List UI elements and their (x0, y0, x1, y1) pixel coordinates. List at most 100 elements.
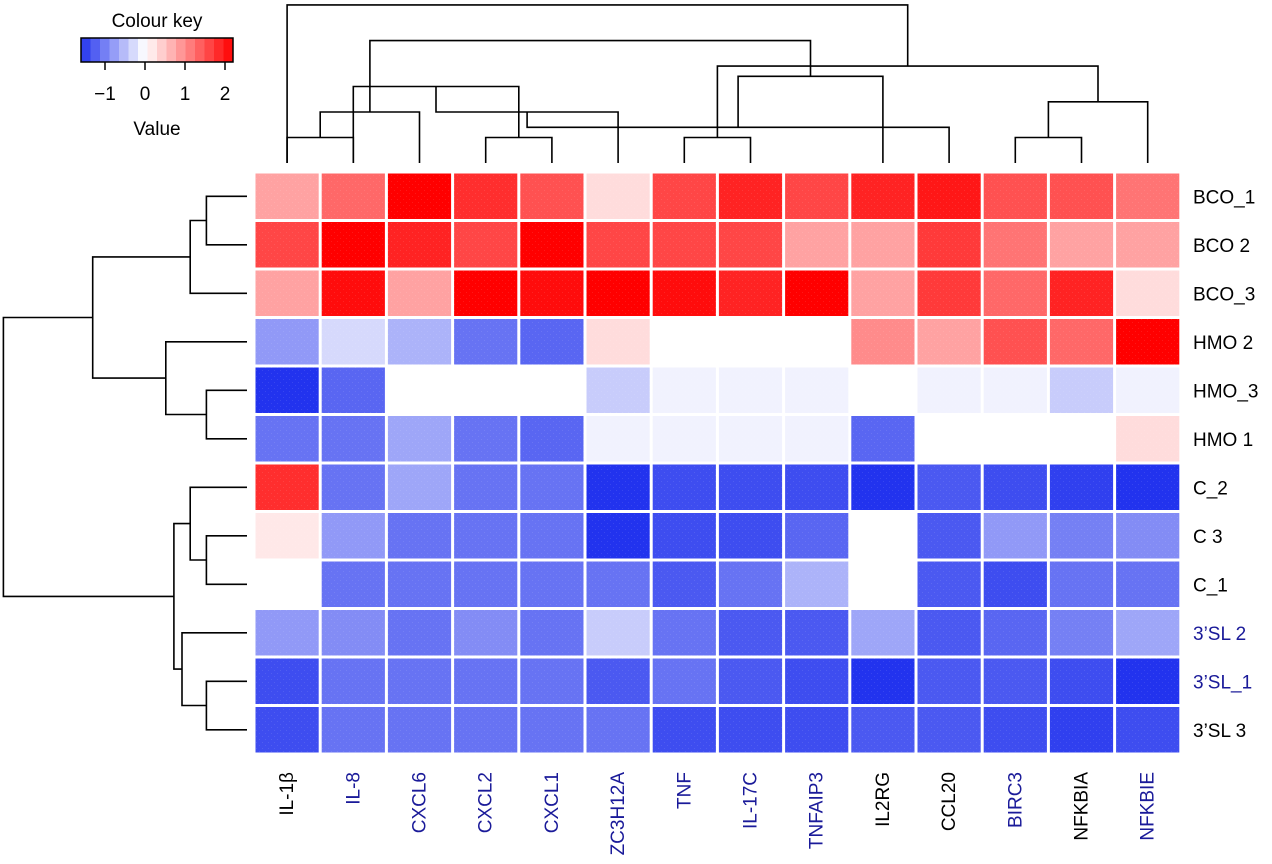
heatmap-cell (255, 222, 319, 268)
heatmap-cell (387, 416, 452, 462)
heatmap-cell (851, 367, 915, 413)
heatmap-cell (917, 464, 981, 510)
heatmap-cell (1049, 561, 1114, 607)
column-dendrogram-branch (683, 136, 752, 163)
row-dendrogram-branch (181, 632, 247, 707)
colour-key-segment (185, 38, 196, 62)
row-label: 3’SL 3 (1193, 721, 1246, 742)
heatmap-cell (520, 319, 584, 365)
heatmap-cell (387, 513, 452, 559)
heatmap-cell (917, 416, 981, 462)
heatmap-cell (321, 319, 385, 365)
colour-key-segment (157, 38, 167, 62)
row-dendrogram-branch (189, 219, 247, 295)
heatmap-cell (255, 367, 319, 413)
heatmap-cell (1049, 367, 1114, 413)
heatmap-cell (652, 610, 716, 656)
heatmap-cell (520, 513, 584, 559)
heatmap-cell (520, 270, 584, 316)
heatmap-cell (983, 464, 1047, 510)
heatmap-cell (520, 464, 584, 510)
heatmap-cell (851, 513, 915, 559)
colour-key-tick-label: 1 (180, 84, 191, 105)
colour-key-segment (214, 38, 224, 62)
row-dendrogram-branch (91, 256, 191, 379)
colour-key-bar (81, 38, 234, 62)
heatmap-cell (387, 561, 452, 607)
heatmap-cell (1116, 270, 1180, 316)
heatmap-cell (983, 561, 1047, 607)
heatmap-cell (1116, 173, 1180, 219)
heatmap-cell (917, 270, 981, 316)
heatmap-cell (321, 416, 385, 462)
column-label: TNFAIP3 (807, 772, 828, 849)
heatmap-cell (586, 561, 650, 607)
heatmap-cell (520, 367, 584, 413)
heatmap-cell (586, 416, 650, 462)
heatmap-cell (652, 707, 716, 753)
heatmap-cell (718, 658, 783, 704)
heatmap-cell (454, 416, 518, 462)
heatmap-cell (454, 173, 518, 219)
heatmap-cell (586, 658, 650, 704)
heatmap-cell (321, 561, 385, 607)
heatmap-cell (983, 658, 1047, 704)
heatmap-cell (718, 416, 783, 462)
heatmap-cell (387, 270, 452, 316)
heatmap-cell (255, 173, 319, 219)
heatmap-cell (255, 416, 319, 462)
heatmap-cell (851, 319, 915, 365)
heatmap-cell (520, 610, 584, 656)
heatmap-cell (520, 658, 584, 704)
heatmap-cell (718, 513, 783, 559)
heatmap-cell (1116, 610, 1180, 656)
row-labels: BCO_1 BCO 2 BCO_3 HMO 2 HMO_3 HMO 1 C_2 C 3 C_1 3… (1193, 187, 1258, 742)
heatmap-cell (917, 610, 981, 656)
heatmap-cell (652, 367, 716, 413)
heatmap-cell (785, 270, 849, 316)
heatmap-cell (917, 707, 981, 753)
heatmap-cell (652, 561, 716, 607)
row-label: HMO 2 (1193, 333, 1253, 354)
colour-key-frame (80, 37, 234, 63)
heatmap-cell (718, 319, 783, 365)
column-label: NFKBIE (1138, 772, 1159, 841)
heatmap-cell (718, 610, 783, 656)
heatmap-cell (718, 367, 783, 413)
column-label: ZC3H12A (608, 772, 629, 856)
heatmap-cell (586, 319, 650, 365)
heatmap-cell (586, 173, 650, 219)
heatmap-cell (917, 513, 981, 559)
heatmap-cell (652, 658, 716, 704)
heatmap-cell (586, 707, 650, 753)
heatmap-cell (586, 610, 650, 656)
column-label: CCL20 (939, 772, 960, 831)
heatmap-cell (1049, 222, 1114, 268)
colour-key-segment (147, 38, 158, 62)
row-label: C_1 (1193, 575, 1228, 596)
heatmap-cell (454, 707, 518, 753)
heatmap-cell (983, 319, 1047, 365)
colour-key-tick-label: 0 (140, 84, 151, 105)
column-label: IL-8 (343, 772, 364, 805)
column-dendrogram-branch (369, 39, 812, 112)
heatmap-cell (785, 707, 849, 753)
heatmap-cell (718, 707, 783, 753)
colour-key-segment (128, 38, 139, 62)
heatmap-cell (1116, 367, 1180, 413)
heatmap-cell (387, 367, 452, 413)
column-label: CXCL6 (410, 772, 431, 833)
heatmap-cell (652, 319, 716, 365)
heatmap-cell (917, 561, 981, 607)
heatmap-cell (785, 173, 849, 219)
heatmap-cell (586, 222, 650, 268)
heatmap-cell (1116, 416, 1180, 462)
heatmap-cell (321, 658, 385, 704)
heatmap-cell (454, 464, 518, 510)
column-label: BIRC3 (1005, 772, 1026, 828)
colour-key-segment (109, 38, 120, 62)
heatmap-cell (785, 464, 849, 510)
heatmap-cell (917, 222, 981, 268)
colour-key-tick-label: 2 (220, 84, 231, 105)
heatmap-cell (851, 222, 915, 268)
